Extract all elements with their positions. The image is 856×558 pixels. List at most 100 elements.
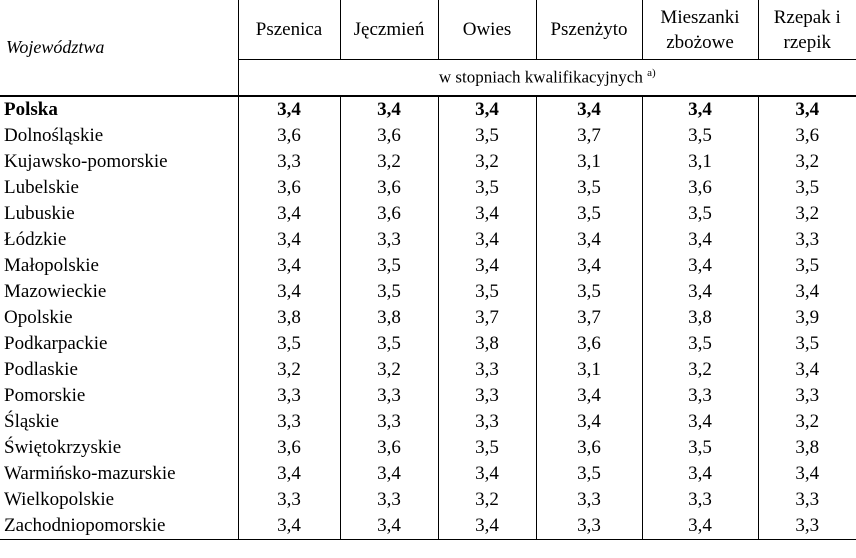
quality-value: 3,1 (641, 149, 759, 175)
quality-value: 3,4 (641, 279, 759, 305)
quality-value: 3,4 (641, 227, 759, 253)
quality-value: 3,4 (437, 253, 537, 279)
quality-value: 3,4 (437, 513, 537, 540)
quality-value: 3,6 (237, 123, 341, 149)
quality-value: 3,6 (339, 123, 439, 149)
quality-value: 3,4 (339, 513, 439, 540)
crop-header-cereal-mix: Mieszanki zbożowe (641, 0, 759, 60)
quality-value: 3,4 (237, 513, 341, 540)
quality-value: 3,5 (437, 279, 537, 305)
header-row: Województwa Pszenica Jęczmień Owies Psze… (0, 0, 856, 97)
region-name: Zachodniopomorskie (0, 513, 239, 540)
quality-value: 3,4 (535, 383, 643, 409)
quality-value: 3,4 (641, 409, 759, 435)
quality-value: 3,4 (339, 95, 439, 123)
quality-value: 3,3 (437, 409, 537, 435)
quality-value: 3,5 (535, 461, 643, 487)
quality-value: 3,2 (757, 201, 856, 227)
quality-value: 3,3 (757, 513, 856, 540)
quality-value: 3,3 (641, 487, 759, 513)
quality-value: 3,4 (237, 227, 341, 253)
quality-value: 3,3 (339, 409, 439, 435)
quality-value: 3,5 (641, 123, 759, 149)
quality-value: 3,4 (641, 513, 759, 540)
quality-value: 3,6 (339, 435, 439, 461)
region-name: Podlaskie (0, 357, 239, 383)
quality-value: 3,5 (641, 331, 759, 357)
crop-header-oats: Owies (437, 0, 537, 60)
region-name: Wielkopolskie (0, 487, 239, 513)
quality-value: 3,3 (237, 149, 341, 175)
table-row: Świętokrzyskie 3,6 3,6 3,5 3,6 3,5 3,8 (0, 435, 856, 461)
quality-value: 3,4 (437, 95, 537, 123)
quality-value: 3,4 (237, 95, 341, 123)
region-name: Opolskie (0, 305, 239, 331)
quality-value: 3,4 (339, 461, 439, 487)
region-name: Podkarpackie (0, 331, 239, 357)
quality-value: 3,3 (339, 383, 439, 409)
quality-value: 3,8 (339, 305, 439, 331)
unit-footnote-marker: a) (647, 67, 656, 80)
quality-value: 3,2 (437, 487, 537, 513)
quality-value: 3,3 (237, 487, 341, 513)
quality-value: 3,2 (237, 357, 341, 383)
unit-text: w stopniach kwalifikacyjnych (438, 67, 643, 87)
quality-value: 3,4 (757, 461, 856, 487)
quality-value: 3,4 (757, 95, 856, 123)
quality-value: 3,1 (535, 357, 643, 383)
quality-value: 3,4 (437, 461, 537, 487)
unit-label: w stopniach kwalifikacyjnych a) (238, 59, 856, 97)
quality-value: 3,3 (237, 383, 341, 409)
quality-value: 3,5 (641, 201, 759, 227)
table-row: Łódzkie 3,4 3,3 3,4 3,4 3,4 3,3 (0, 227, 856, 253)
quality-value: 3,4 (237, 201, 341, 227)
quality-value: 3,4 (237, 253, 341, 279)
quality-value: 3,5 (535, 201, 643, 227)
quality-value: 3,5 (339, 279, 439, 305)
table-row: Kujawsko-pomorskie 3,3 3,2 3,2 3,1 3,1 3,2 (0, 149, 856, 175)
table-row: Podlaskie 3,2 3,2 3,3 3,1 3,2 3,4 (0, 357, 856, 383)
table-row: Mazowieckie 3,4 3,5 3,5 3,5 3,4 3,4 (0, 279, 856, 305)
quality-value: 3,3 (339, 227, 439, 253)
table-row: Zachodniopomorskie 3,4 3,4 3,4 3,3 3,4 3,3 (0, 513, 856, 540)
quality-value: 3,4 (237, 279, 341, 305)
quality-value: 3,6 (339, 201, 439, 227)
table-row: Opolskie 3,8 3,8 3,7 3,7 3,8 3,9 (0, 305, 856, 331)
quality-value: 3,8 (237, 305, 341, 331)
quality-value: 3,5 (757, 253, 856, 279)
table-row: Wielkopolskie 3,3 3,3 3,2 3,3 3,3 3,3 (0, 487, 856, 513)
quality-value: 3,6 (641, 175, 759, 201)
crop-header-rapeseed: Rzepak i rzepik (757, 0, 856, 60)
region-name: Małopolskie (0, 253, 239, 279)
quality-value: 3,5 (339, 331, 439, 357)
table-row: Dolnośląskie 3,6 3,6 3,5 3,7 3,5 3,6 (0, 123, 856, 149)
quality-value: 3,8 (437, 331, 537, 357)
quality-value: 3,7 (437, 305, 537, 331)
quality-value: 3,3 (437, 357, 537, 383)
quality-value: 3,2 (641, 357, 759, 383)
quality-value: 3,4 (757, 357, 856, 383)
quality-value: 3,6 (535, 435, 643, 461)
crop-header-triticale: Pszenżyto (535, 0, 643, 60)
quality-value: 3,8 (641, 305, 759, 331)
quality-value: 3,2 (339, 149, 439, 175)
region-name: Łódzkie (0, 227, 239, 253)
table-row: Lubelskie 3,6 3,6 3,5 3,5 3,6 3,5 (0, 175, 856, 201)
quality-value: 3,4 (535, 253, 643, 279)
quality-value: 3,8 (757, 435, 856, 461)
region-name: Mazowieckie (0, 279, 239, 305)
quality-value: 3,2 (757, 409, 856, 435)
table-row: Śląskie 3,3 3,3 3,3 3,4 3,4 3,2 (0, 409, 856, 435)
region-column-header: Województwa (0, 0, 239, 97)
region-name: Lubelskie (0, 175, 239, 201)
table-row: Małopolskie 3,4 3,5 3,4 3,4 3,4 3,5 (0, 253, 856, 279)
quality-value: 3,5 (535, 175, 643, 201)
table-row: Lubuskie 3,4 3,6 3,4 3,5 3,5 3,2 (0, 201, 856, 227)
region-name: Świętokrzyskie (0, 435, 239, 461)
quality-value: 3,6 (535, 331, 643, 357)
quality-value: 3,3 (535, 513, 643, 540)
region-name: Polska (0, 95, 239, 123)
quality-value: 3,5 (757, 175, 856, 201)
quality-value: 3,3 (237, 409, 341, 435)
quality-value: 3,5 (237, 331, 341, 357)
